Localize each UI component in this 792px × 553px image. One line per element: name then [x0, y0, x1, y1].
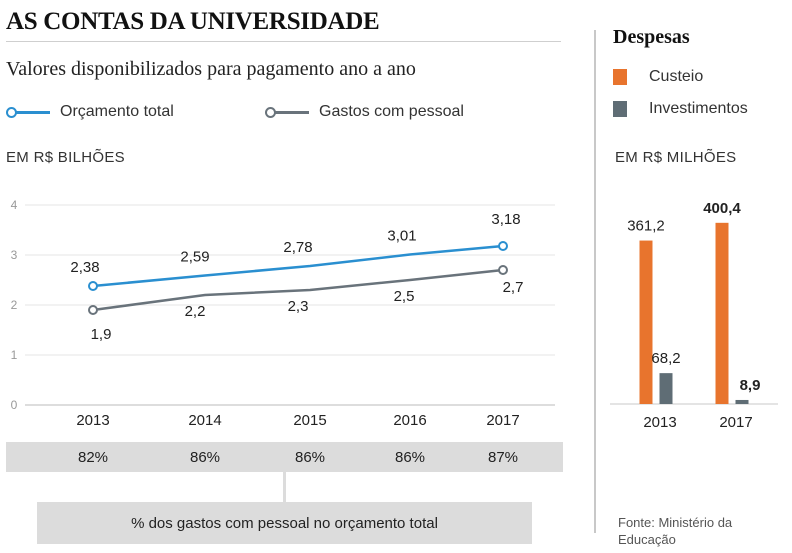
legend-orcamento-total: Orçamento total [6, 103, 174, 121]
data-label: 68,2 [651, 350, 680, 367]
x-tick-label: 2013 [643, 414, 676, 431]
x-tick-label: 2015 [293, 412, 326, 429]
y-tick-label: 2 [11, 298, 18, 312]
panel-divider [594, 30, 596, 533]
y-tick-label: 1 [11, 348, 18, 362]
legend-label: Investimentos [649, 100, 748, 117]
data-point [498, 265, 508, 275]
data-label: 361,2 [627, 218, 665, 235]
legend-label: Orçamento total [60, 103, 174, 120]
bar [659, 373, 673, 404]
line-marker-icon [6, 105, 50, 119]
series-line [92, 244, 504, 288]
percentage-value: 86% [394, 449, 426, 466]
x-tick-label: 2013 [76, 412, 109, 429]
x-tick-label: 2016 [393, 412, 426, 429]
y-tick-label: 4 [11, 198, 18, 212]
data-label: 2,78 [283, 239, 312, 256]
line-marker-icon [265, 105, 309, 119]
x-tick-label: 2014 [188, 412, 221, 429]
data-label: 2,5 [394, 288, 415, 305]
y-tick-label: 3 [11, 248, 18, 262]
percentage-caption: % dos gastos com pessoal no orçamento to… [37, 502, 532, 544]
y-tick-label: 0 [11, 398, 18, 412]
x-tick-label: 2017 [719, 414, 752, 431]
bar [715, 222, 729, 404]
data-label: 2,3 [288, 298, 309, 315]
data-point [498, 241, 508, 251]
title-divider [6, 41, 561, 42]
legend-label: Gastos com pessoal [319, 103, 464, 120]
chart-title: AS CONTAS DA UNIVERSIDADE [6, 8, 380, 35]
despesas-title: Despesas [613, 26, 690, 48]
series-line [92, 268, 504, 312]
data-label: 1,9 [91, 326, 112, 343]
percentage-value: 87% [487, 449, 519, 466]
unit-label-millions: EM R$ MILHÕES [615, 149, 737, 166]
data-point [88, 305, 98, 315]
source-note: Fonte: Ministério da Educação [618, 515, 733, 547]
line-chart: 0 1 2 3 4 2013 2014 2015 2016 2017 2,38 2,59 2,78 3,0… [11, 198, 555, 429]
bar-chart: 2013 2017 361,2 400,4 68,2 8,9 [610, 200, 778, 431]
data-label: 3,18 [491, 211, 520, 228]
percentage-value: 86% [294, 449, 326, 466]
bar [735, 399, 749, 404]
data-point [88, 281, 98, 291]
x-tick-label: 2017 [486, 412, 519, 429]
percentage-value: 86% [189, 449, 221, 466]
percentage-value: 82% [77, 449, 109, 466]
data-label: 2,7 [503, 279, 524, 296]
chart-subtitle: Valores disponibilizados para pagamento … [6, 58, 416, 80]
legend-label: Custeio [649, 68, 704, 85]
connector-line [283, 472, 286, 502]
data-label: 8,9 [740, 377, 761, 394]
data-label: 3,01 [387, 228, 416, 245]
percentage-row: 82% 86% 86% 86% 87% [6, 442, 563, 472]
data-label: 2,2 [185, 303, 206, 320]
data-label: 2,59 [180, 249, 209, 266]
legend-investimentos: Investimentos [613, 100, 748, 118]
investimentos-swatch [613, 101, 627, 117]
data-label: 400,4 [703, 200, 741, 217]
legend-custeio: Custeio [613, 68, 703, 86]
data-label: 2,38 [70, 259, 99, 276]
legend-gastos-pessoal: Gastos com pessoal [265, 103, 464, 121]
bar [639, 240, 653, 404]
unit-label-billions: EM R$ BILHÕES [6, 149, 125, 166]
custeio-swatch [613, 69, 627, 85]
